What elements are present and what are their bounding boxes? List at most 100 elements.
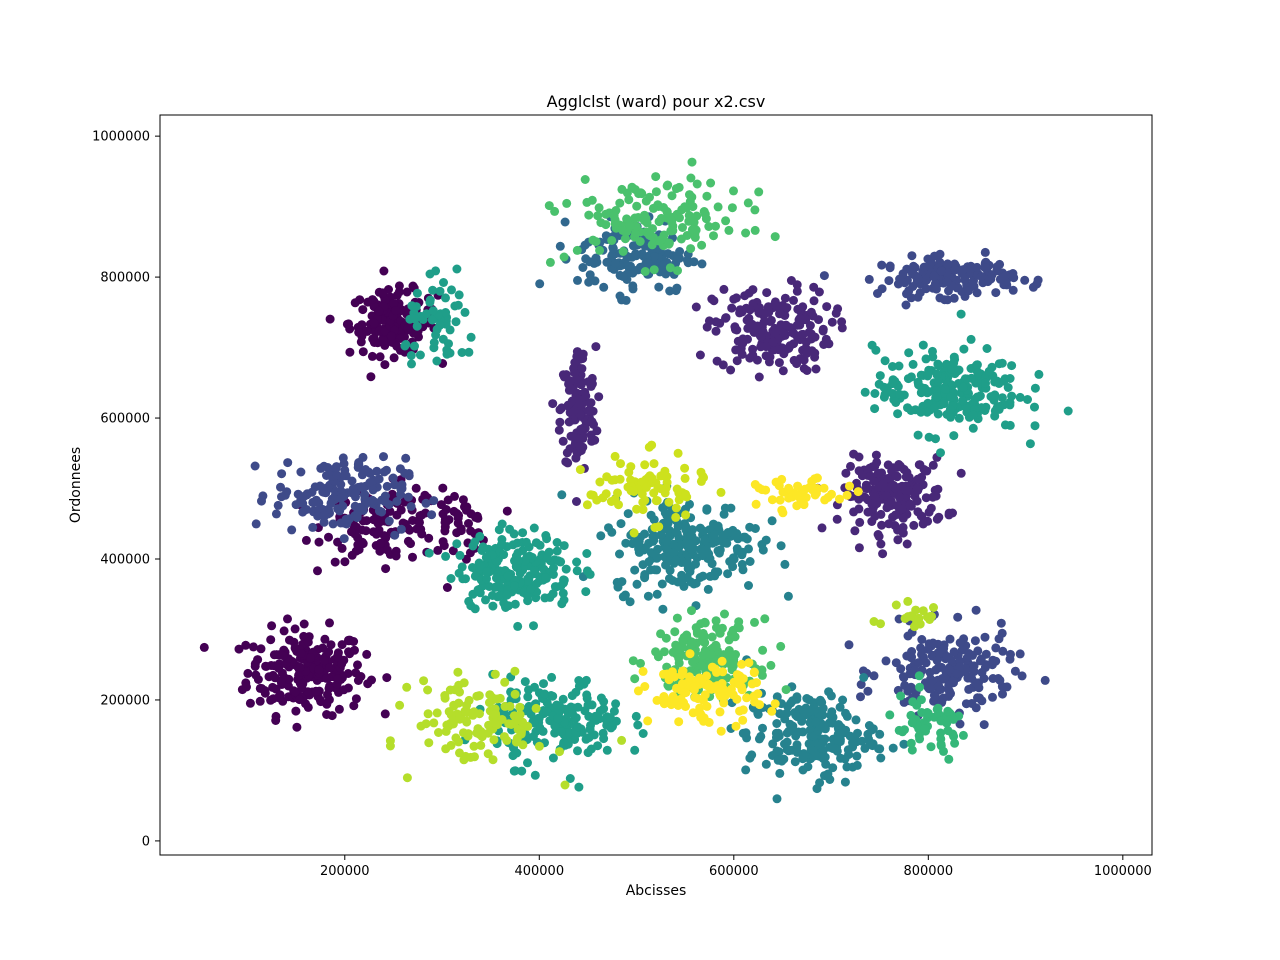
data-point bbox=[904, 286, 914, 296]
data-point bbox=[577, 364, 587, 374]
data-point bbox=[497, 519, 507, 529]
data-point bbox=[392, 341, 402, 351]
data-point bbox=[319, 656, 329, 666]
data-point bbox=[913, 507, 923, 517]
data-point bbox=[875, 744, 885, 754]
data-point bbox=[347, 527, 356, 537]
data-point bbox=[476, 740, 486, 750]
data-point bbox=[756, 342, 766, 352]
data-point bbox=[1002, 682, 1012, 692]
data-point bbox=[954, 413, 964, 423]
data-point bbox=[738, 547, 747, 557]
data-point bbox=[919, 262, 929, 272]
data-point bbox=[514, 555, 523, 565]
data-point bbox=[555, 557, 565, 567]
data-point bbox=[394, 287, 404, 297]
data-point bbox=[568, 407, 578, 417]
data-point bbox=[336, 494, 346, 503]
data-point bbox=[824, 339, 834, 349]
data-point bbox=[390, 480, 400, 490]
data-point bbox=[586, 490, 596, 500]
data-point bbox=[773, 345, 783, 355]
data-point bbox=[530, 770, 540, 780]
data-point bbox=[656, 213, 666, 223]
data-point bbox=[617, 735, 627, 745]
data-point bbox=[490, 669, 500, 679]
data-point bbox=[596, 531, 606, 541]
data-point bbox=[792, 490, 802, 500]
data-point bbox=[998, 646, 1008, 656]
data-point bbox=[277, 492, 286, 502]
data-point bbox=[919, 465, 929, 474]
data-point bbox=[548, 399, 558, 409]
data-point bbox=[700, 638, 710, 648]
data-point bbox=[711, 317, 721, 327]
data-point bbox=[490, 718, 500, 728]
data-point bbox=[580, 240, 590, 250]
data-point bbox=[629, 528, 639, 538]
data-point bbox=[584, 406, 594, 416]
data-point bbox=[710, 530, 719, 540]
data-point bbox=[757, 670, 767, 680]
data-point bbox=[939, 746, 948, 756]
data-point bbox=[875, 729, 885, 739]
data-point bbox=[656, 235, 666, 245]
data-point bbox=[615, 549, 624, 559]
data-point bbox=[327, 711, 337, 721]
y-tick-label: 600000 bbox=[100, 412, 150, 427]
data-point bbox=[400, 468, 410, 478]
data-point bbox=[326, 498, 336, 508]
data-point bbox=[991, 643, 1001, 653]
data-point bbox=[973, 368, 983, 378]
data-point bbox=[949, 647, 959, 657]
data-point bbox=[767, 516, 777, 526]
data-point bbox=[673, 266, 682, 276]
data-point bbox=[345, 347, 355, 357]
data-point bbox=[944, 665, 954, 675]
data-point bbox=[808, 485, 818, 495]
data-point bbox=[384, 516, 394, 526]
data-point bbox=[643, 591, 653, 601]
data-point bbox=[382, 465, 391, 475]
data-point bbox=[993, 674, 1003, 683]
data-point bbox=[930, 692, 940, 702]
data-point bbox=[916, 388, 926, 398]
data-point bbox=[992, 262, 1002, 272]
data-point bbox=[594, 392, 604, 402]
data-point bbox=[422, 309, 432, 319]
data-point bbox=[691, 302, 701, 312]
x-tick-label: 400000 bbox=[514, 864, 564, 879]
data-point bbox=[962, 374, 972, 384]
data-point bbox=[640, 571, 650, 581]
data-point bbox=[532, 579, 542, 589]
data-point bbox=[700, 535, 710, 545]
data-point bbox=[664, 238, 674, 248]
data-point bbox=[644, 557, 654, 567]
data-point bbox=[887, 481, 897, 491]
data-point bbox=[950, 738, 960, 748]
data-point bbox=[808, 311, 818, 321]
data-point bbox=[510, 666, 520, 676]
data-point bbox=[248, 642, 258, 652]
data-point bbox=[576, 425, 586, 435]
data-point bbox=[758, 327, 768, 337]
data-point bbox=[695, 523, 705, 533]
data-point bbox=[530, 565, 539, 575]
data-point bbox=[647, 440, 657, 450]
data-point bbox=[581, 587, 591, 597]
data-point bbox=[317, 483, 327, 493]
data-point bbox=[882, 503, 892, 513]
data-point bbox=[429, 338, 439, 347]
data-point bbox=[912, 484, 922, 494]
data-point bbox=[799, 751, 809, 761]
data-point bbox=[611, 699, 621, 709]
data-point bbox=[753, 708, 763, 718]
data-point bbox=[936, 684, 946, 694]
data-point bbox=[382, 673, 392, 683]
data-point bbox=[502, 590, 512, 600]
data-point bbox=[436, 500, 446, 510]
data-point bbox=[440, 517, 450, 527]
data-point bbox=[652, 496, 662, 505]
data-point bbox=[696, 619, 706, 629]
data-point bbox=[943, 259, 953, 269]
